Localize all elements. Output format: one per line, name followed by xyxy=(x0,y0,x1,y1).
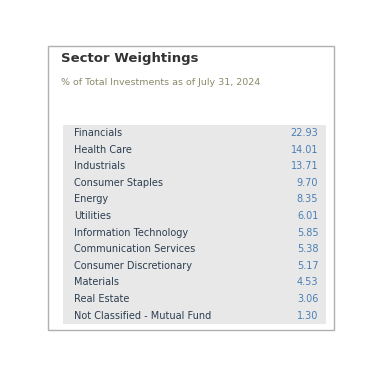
Text: 22.93: 22.93 xyxy=(291,128,319,138)
Text: Information Technology: Information Technology xyxy=(74,228,188,238)
Text: Industrials: Industrials xyxy=(74,161,125,171)
Text: Communication Services: Communication Services xyxy=(74,244,195,254)
Text: Consumer Discretionary: Consumer Discretionary xyxy=(74,261,192,271)
Text: 6.01: 6.01 xyxy=(297,211,319,221)
Text: Real Estate: Real Estate xyxy=(74,294,129,304)
Text: 5.38: 5.38 xyxy=(297,244,319,254)
Text: Energy: Energy xyxy=(74,195,108,205)
Text: % of Total Investments as of July 31, 2024: % of Total Investments as of July 31, 20… xyxy=(61,78,260,87)
FancyBboxPatch shape xyxy=(48,46,334,330)
Text: 14.01: 14.01 xyxy=(291,145,319,155)
Text: 5.85: 5.85 xyxy=(297,228,319,238)
Text: Utilities: Utilities xyxy=(74,211,111,221)
Text: 13.71: 13.71 xyxy=(291,161,319,171)
Text: 4.53: 4.53 xyxy=(297,278,319,288)
Text: Not Classified - Mutual Fund: Not Classified - Mutual Fund xyxy=(74,311,211,321)
FancyBboxPatch shape xyxy=(63,125,326,324)
Text: 1.30: 1.30 xyxy=(297,311,319,321)
Text: 8.35: 8.35 xyxy=(297,195,319,205)
Text: Sector Weightings: Sector Weightings xyxy=(61,52,198,65)
Text: Materials: Materials xyxy=(74,278,119,288)
Text: 3.06: 3.06 xyxy=(297,294,319,304)
Text: Financials: Financials xyxy=(74,128,122,138)
Text: 9.70: 9.70 xyxy=(297,178,319,188)
Text: Health Care: Health Care xyxy=(74,145,132,155)
Text: Consumer Staples: Consumer Staples xyxy=(74,178,163,188)
Text: 5.17: 5.17 xyxy=(297,261,319,271)
